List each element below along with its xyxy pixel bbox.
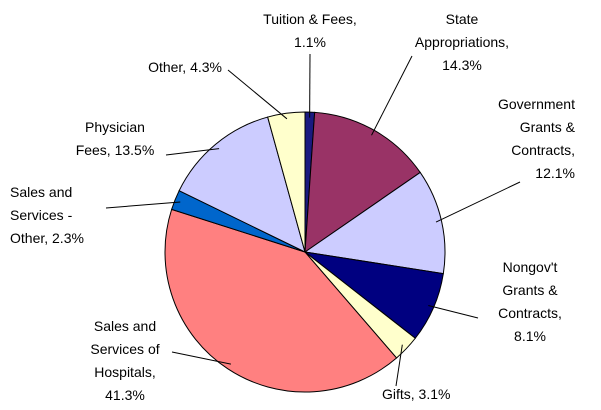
data-label: Sales and Services - Other, 2.3% [10,184,84,246]
data-label-line: Fees, 13.5% [76,142,155,158]
pie-slice [267,111,306,253]
data-label-line: Hospitals, [94,364,155,380]
pie-slice [178,116,306,253]
data-label-line: Sales and [94,318,156,334]
data-label: State Appropriations, 14.3% [415,11,509,73]
data-label-line: Sales and [10,184,72,200]
data-label-line: 12.1% [535,165,575,181]
leader-line [105,201,181,209]
leader-line [371,55,413,136]
data-label-line: Contracts, [498,305,562,321]
data-label-line: Services of [90,341,159,357]
leader-line [227,69,288,120]
data-label-line: Services - [10,207,73,223]
data-label: Other, 4.3% [148,59,222,75]
data-label-line: Other, 2.3% [10,230,84,246]
data-label-line: 1.1% [294,34,326,50]
data-label-line: Tuition & Fees, [263,11,357,27]
data-label-line: 14.3% [442,57,482,73]
data-label-line: 41.3% [105,387,145,403]
leader-line [165,148,220,156]
data-label: Nongov't Grants & Contracts, 8.1% [498,259,562,344]
pie-slice [303,171,446,275]
leader-line [435,181,521,223]
data-label-line: State [446,11,479,27]
data-label-line: Appropriations, [415,34,509,50]
data-label: Gifts, 3.1% [382,386,450,402]
leader-line [428,305,479,319]
data-label: Sales and Services of Hospitals, 41.3% [90,318,159,403]
data-label-line: Physician [85,119,145,135]
data-label-line: Contracts, [511,142,575,158]
data-label-line: Grants & [520,119,576,135]
leader-line [171,351,232,365]
data-label: Physician Fees, 13.5% [76,119,155,158]
data-label: Tuition & Fees, 1.1% [263,11,357,50]
data-label-line: Nongov't [503,259,558,275]
data-label-line: Gifts, 3.1% [382,386,450,402]
data-label: Government Grants & Contracts, 12.1% [498,96,576,181]
pie-slice [164,208,398,393]
data-label-line: 8.1% [514,328,546,344]
data-label-line: Government [498,96,575,112]
data-label-line: Grants & [502,282,558,298]
leader-line [395,344,403,387]
data-label-line: Other, 4.3% [148,59,222,75]
